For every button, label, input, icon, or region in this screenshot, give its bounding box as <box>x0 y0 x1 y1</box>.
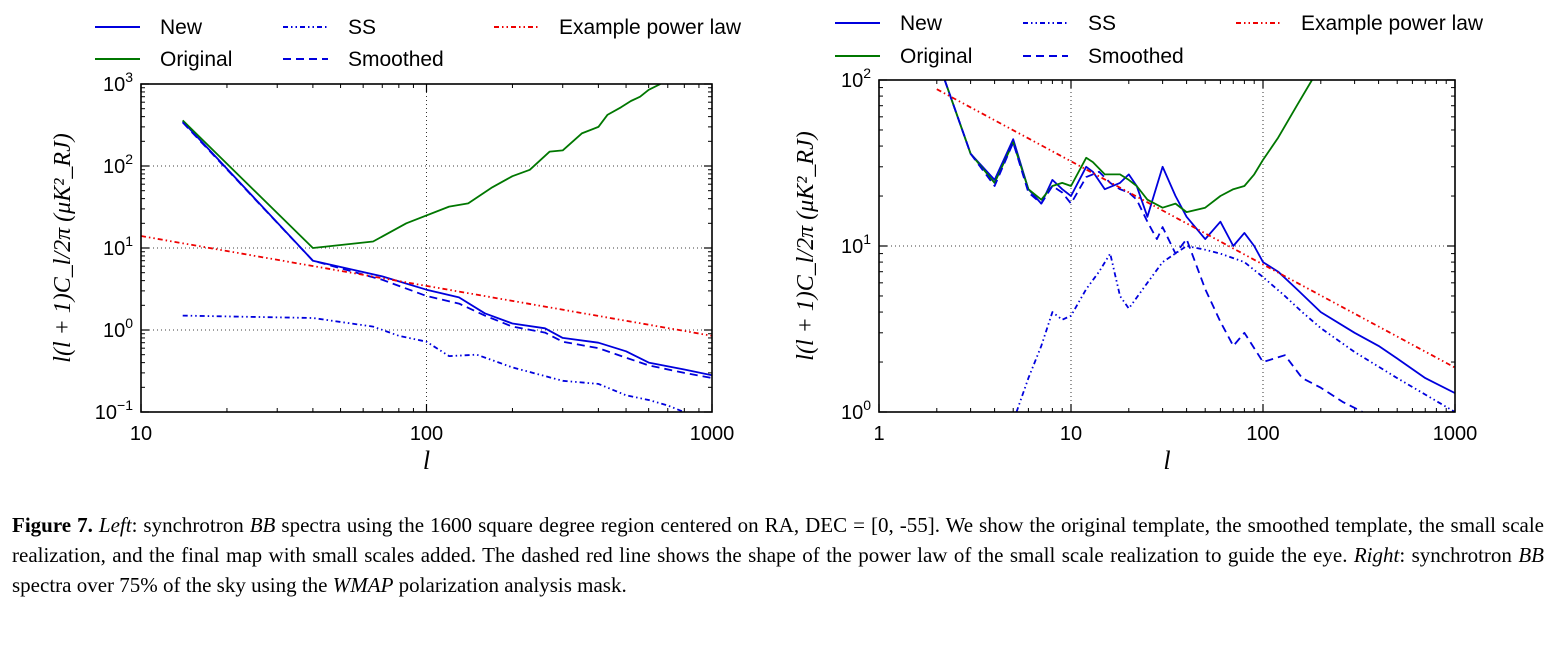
series-group <box>141 84 712 412</box>
x-axis-label: l <box>1163 446 1170 475</box>
caption-text-1: : synchrotron <box>131 513 250 537</box>
y-tick-label: 101 <box>841 231 871 258</box>
legend-label-new: New <box>160 16 203 39</box>
chart-right: 1 10 100 1000 100 101 102 l l(l + 1)C_l/2π (μK²_… <box>793 12 1484 475</box>
series-line-new <box>182 120 712 377</box>
caption-text-5: polarization analysis mask. <box>393 573 627 597</box>
legend-label-smoothed: Smoothed <box>1088 45 1184 68</box>
legend: New Original SS Smoothed Example power law <box>95 16 742 71</box>
series-line-smoothed <box>943 80 1364 412</box>
y-tick-label: 10−1 <box>95 397 133 424</box>
y-tick-label: 102 <box>841 65 871 92</box>
legend-label-ss: SS <box>348 16 376 39</box>
series-line-original <box>943 80 1313 214</box>
x-tick-label: 100 <box>1246 423 1279 445</box>
caption-text-4: spectra over 75% of the sky using the <box>12 573 333 597</box>
caption-text-2: spectra using the 1600 square degree reg… <box>12 513 1544 567</box>
x-tick-label: 10 <box>1060 423 1082 445</box>
legend-label-ss: SS <box>1088 12 1116 35</box>
caption-left-label: Left <box>98 513 132 537</box>
legend-label-original: Original <box>160 48 232 71</box>
legend-label-example-power-law: Example power law <box>1301 12 1484 35</box>
x-tick-label: 1000 <box>690 423 735 445</box>
legend-label-original: Original <box>900 45 972 68</box>
y-tick-label: 103 <box>103 69 133 96</box>
series-line-example-power-law <box>141 235 712 337</box>
caption-right-label: Right <box>1353 543 1400 567</box>
y-axis-label: l(l + 1)C_l/2π (μK²_RJ) <box>50 133 76 362</box>
legend-label-smoothed: Smoothed <box>348 48 444 71</box>
figure-7: 10 100 1000 10−1 100 101 102 103 l l(l + 1)C_l/2π… <box>50 12 1484 475</box>
series-line-ss <box>1015 245 1455 412</box>
legend: New Original SS Smoothed Example power law <box>835 12 1484 68</box>
caption-text-3: : synchrotron <box>1399 543 1519 567</box>
series-line-ss <box>182 314 687 412</box>
x-tick-label: 100 <box>410 423 443 445</box>
caption-bb-1: BB <box>249 513 276 537</box>
y-axis-label: l(l + 1)C_l/2π (μK²_RJ) <box>793 131 819 360</box>
caption-bb-2: BB <box>1518 543 1544 567</box>
y-tick-label: 102 <box>103 151 133 178</box>
caption-wmap: WMAP <box>332 573 394 597</box>
y-tick-label: 100 <box>841 397 871 424</box>
y-tick-label: 100 <box>103 315 133 342</box>
y-tick-label: 101 <box>103 233 133 260</box>
legend-label-new: New <box>900 12 943 35</box>
x-tick-label: 10 <box>130 423 152 445</box>
legend-label-example-power-law: Example power law <box>559 16 742 39</box>
series-group <box>936 80 1455 412</box>
series-line-smoothed <box>182 121 712 379</box>
series-line-new <box>943 80 1455 394</box>
x-tick-label: 1000 <box>1433 423 1478 445</box>
x-axis-label: l <box>423 446 430 475</box>
series-line-example-power-law <box>936 88 1455 369</box>
figure-caption: Figure 7. Left: synchrotron BB spectra u… <box>12 510 1544 600</box>
chart-left: 10 100 1000 10−1 100 101 102 103 l l(l + 1)C_l/2π… <box>50 16 742 475</box>
series-line-original <box>182 84 661 249</box>
caption-figure-label: Figure 7. <box>12 513 93 537</box>
x-tick-label: 1 <box>873 423 884 445</box>
